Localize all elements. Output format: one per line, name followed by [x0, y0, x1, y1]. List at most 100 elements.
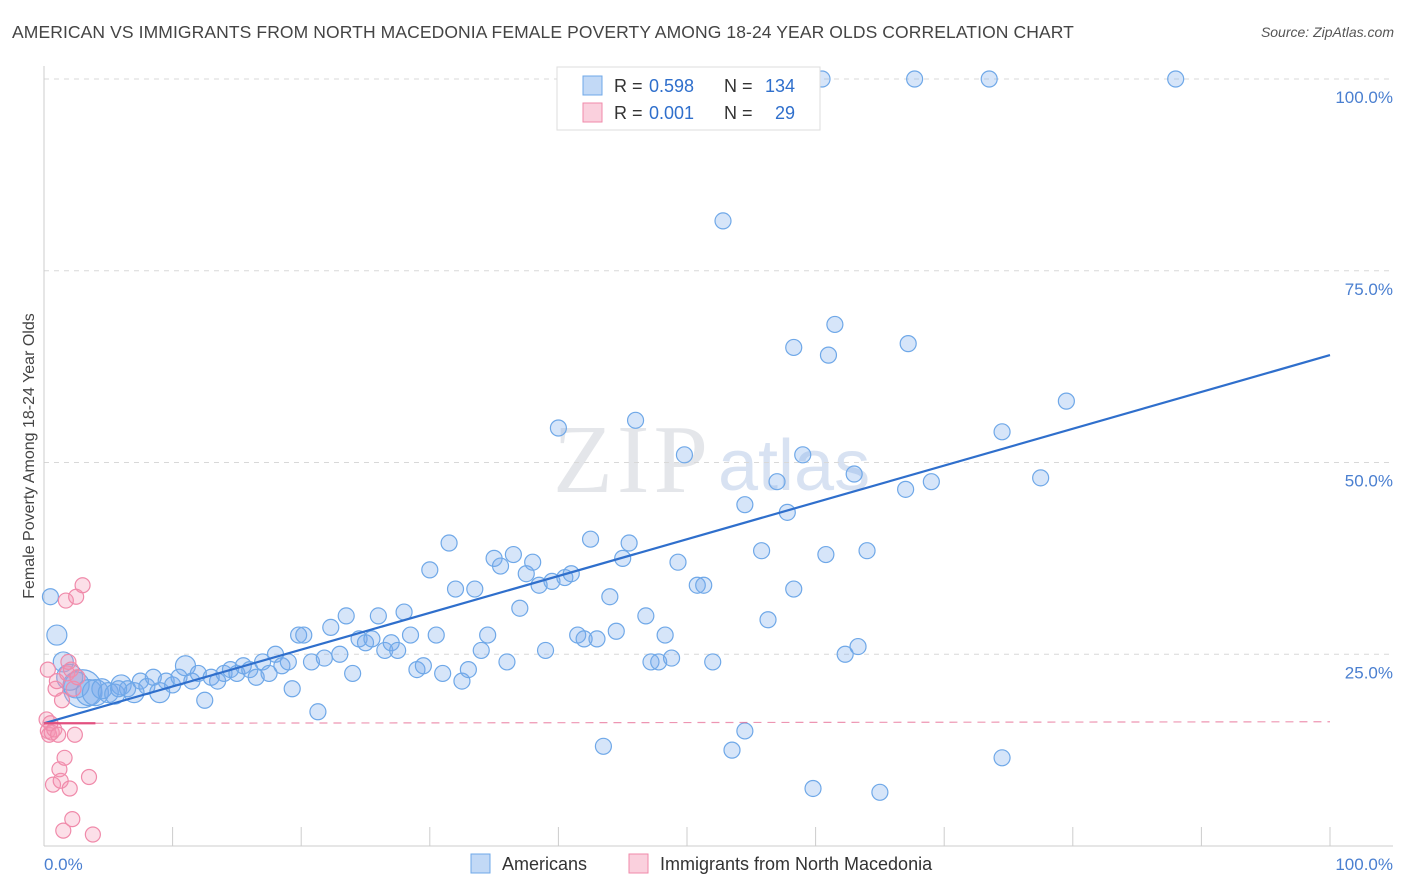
- point-americans: [849, 637, 867, 656]
- point-americans: [794, 446, 812, 464]
- point-americans: [588, 630, 606, 648]
- point-americans: [389, 641, 407, 660]
- point-americans: [331, 645, 349, 663]
- point-north-macedonia: [69, 669, 86, 686]
- gridlines: [44, 78, 1393, 655]
- point-americans: [466, 580, 484, 598]
- point-americans: [899, 335, 917, 353]
- point-americans: [459, 660, 477, 679]
- point-north-macedonia: [39, 661, 56, 678]
- point-americans: [594, 737, 613, 755]
- point-americans: [575, 630, 593, 648]
- watermark-zip: ZIP: [553, 406, 712, 514]
- bottom-legend-swatch-americans: [470, 853, 491, 874]
- point-americans: [785, 580, 803, 598]
- point-americans: [97, 681, 119, 704]
- point-americans: [446, 580, 465, 598]
- point-americans: [581, 530, 600, 548]
- watermark: ZIP atlas: [553, 406, 870, 514]
- point-americans: [826, 315, 844, 334]
- y-tick-label-25: 25.0%: [1345, 663, 1393, 682]
- legend-n-value-americans: 134: [765, 76, 795, 96]
- point-americans: [322, 618, 340, 637]
- point-americans: [759, 611, 777, 629]
- point-americans: [279, 653, 297, 671]
- point-north-macedonia: [74, 577, 91, 594]
- point-americans: [247, 668, 265, 686]
- point-americans: [504, 545, 522, 564]
- y-tick-label-75: 75.0%: [1345, 280, 1393, 299]
- point-americans: [736, 722, 754, 740]
- point-americans: [993, 749, 1011, 767]
- point-americans: [819, 346, 838, 364]
- bottom-legend-swatch-north-macedonia: [628, 853, 649, 874]
- point-americans: [695, 576, 713, 594]
- point-americans: [260, 664, 278, 683]
- point-americans: [315, 649, 333, 667]
- legend-n-value-north-macedonia: 29: [775, 103, 795, 123]
- y-tick-label-50: 50.0%: [1345, 472, 1393, 491]
- bottom-legend-label-americans: Americans: [502, 854, 587, 874]
- point-americans: [344, 664, 362, 683]
- point-americans: [752, 542, 771, 560]
- point-americans: [897, 480, 915, 498]
- point-north-macedonia: [53, 692, 71, 709]
- legend-n-label-americans: N =: [724, 76, 753, 96]
- point-americans: [196, 691, 214, 709]
- point-americans: [768, 473, 786, 491]
- point-americans: [637, 607, 655, 625]
- watermark-atlas: atlas: [718, 426, 870, 506]
- point-americans: [871, 783, 889, 801]
- source-label: Source: ZipAtlas.com: [1260, 24, 1394, 40]
- chart-title: AMERICAN VS IMMIGRANTS FROM NORTH MACEDO…: [12, 22, 1074, 42]
- point-americans: [109, 680, 128, 698]
- x-tick-label-min: 0.0%: [44, 855, 83, 874]
- y-tick-labels: 25.0% 50.0% 75.0% 100.0%: [1335, 88, 1393, 682]
- point-americans: [363, 630, 381, 648]
- point-americans: [993, 423, 1011, 441]
- point-americans: [337, 607, 355, 625]
- point-americans: [290, 626, 308, 644]
- x-tick-label-max: 100.0%: [1335, 855, 1393, 874]
- point-americans: [41, 588, 60, 606]
- point-americans: [1167, 70, 1185, 88]
- point-americans: [283, 680, 301, 698]
- point-americans: [524, 553, 542, 571]
- bottom-legend-label-north-macedonia: Immigrants from North Macedonia: [660, 854, 933, 874]
- point-americans: [906, 70, 924, 88]
- point-americans: [309, 703, 327, 721]
- point-americans: [421, 561, 439, 579]
- point-americans: [302, 653, 321, 671]
- point-americans: [620, 534, 638, 552]
- legend-swatch-north-macedonia: [582, 102, 603, 123]
- point-americans: [295, 626, 313, 644]
- point-americans: [922, 473, 940, 491]
- point-americans: [704, 653, 722, 671]
- point-americans: [714, 212, 732, 230]
- point-americans: [662, 649, 681, 667]
- point-americans: [845, 465, 863, 483]
- point-americans: [427, 626, 445, 644]
- point-north-macedonia: [80, 768, 98, 786]
- legend-r-value-americans: 0.598: [649, 76, 694, 96]
- point-americans: [669, 553, 687, 571]
- point-americans: [511, 599, 529, 617]
- point-americans: [626, 411, 645, 429]
- point-americans: [736, 496, 754, 514]
- point-americans: [440, 534, 458, 552]
- y-tick-label-100: 100.0%: [1335, 88, 1393, 107]
- point-americans: [858, 542, 876, 560]
- x-ticks: [172, 827, 1331, 846]
- point-north-macedonia: [55, 822, 72, 839]
- series-americans: [41, 70, 1185, 801]
- point-americans: [536, 641, 555, 660]
- point-north-macedonia: [84, 826, 101, 843]
- point-americans: [650, 653, 668, 671]
- point-north-macedonia: [61, 780, 78, 797]
- point-americans: [479, 626, 497, 644]
- legend-r-value-north-macedonia: 0.001: [649, 103, 694, 123]
- point-americans: [656, 626, 674, 644]
- point-americans: [434, 664, 452, 683]
- trend-lines: [43, 354, 1331, 725]
- point-americans: [549, 419, 568, 437]
